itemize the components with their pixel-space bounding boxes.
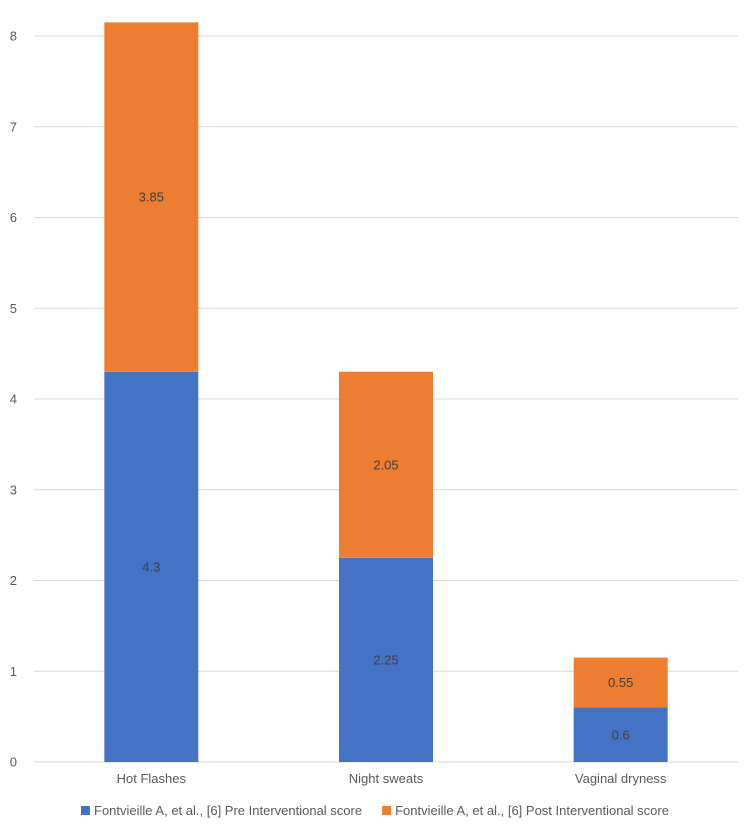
data-label-night-sweats-series-2: 2.05	[373, 457, 398, 472]
bar-hot-flashes-series-1	[104, 371, 199, 762]
legend-swatch-series-1	[81, 806, 91, 815]
data-label-hot-flashes-series-2: 3.85	[139, 190, 164, 205]
y-tick-label-3: 3	[10, 482, 17, 497]
y-tick-label-5: 5	[10, 301, 17, 316]
y-tick-label-2: 2	[10, 573, 17, 588]
data-label-vaginal-dryness-series-2: 0.55	[608, 675, 633, 690]
legend-label-series-1: Fontvieille A, et al., [6] Pre Intervent…	[94, 803, 362, 818]
data-label-night-sweats-series-1: 2.25	[373, 652, 398, 667]
bar-vaginal-dryness-series-1	[573, 707, 668, 762]
legend-entry-series-2: Fontvieille A, et al., [6] Post Interven…	[382, 803, 669, 818]
y-tick-label-6: 6	[10, 210, 17, 225]
data-label-hot-flashes-series-1: 4.3	[142, 559, 160, 574]
legend-label-series-2: Fontvieille A, et al., [6] Post Interven…	[395, 803, 669, 818]
y-tick-label-4: 4	[10, 392, 17, 407]
x-axis-categories: Hot Flashes Night sweats Vaginal dryness	[117, 771, 667, 786]
bar-hot-flashes-series-2	[104, 22, 199, 372]
y-tick-label-1: 1	[10, 664, 17, 679]
bar-night-sweats-series-2	[339, 371, 433, 558]
legend-swatch-series-2	[382, 806, 392, 815]
legend-entry-series-1: Fontvieille A, et al., [6] Pre Intervent…	[81, 803, 362, 818]
legend: Fontvieille A, et al., [6] Pre Intervent…	[81, 803, 669, 818]
category-label-hot-flashes: Hot Flashes	[117, 771, 187, 786]
y-tick-label-8: 8	[10, 29, 17, 44]
category-label-vaginal-dryness: Vaginal dryness	[575, 771, 667, 786]
y-tick-label-0: 0	[10, 755, 17, 770]
category-label-night-sweats: Night sweats	[349, 771, 424, 786]
y-axis-ticks: 0 1 2 3 4 5 6 7 8	[10, 29, 17, 770]
data-label-vaginal-dryness-series-1: 0.6	[612, 727, 630, 742]
data-labels: 4.3 3.85 2.25 2.05 0.6 0.55	[139, 190, 634, 743]
bar-night-sweats-series-1	[339, 557, 433, 762]
y-tick-label-7: 7	[10, 119, 17, 134]
bars	[104, 22, 668, 762]
bar-vaginal-dryness-series-2	[573, 657, 668, 708]
